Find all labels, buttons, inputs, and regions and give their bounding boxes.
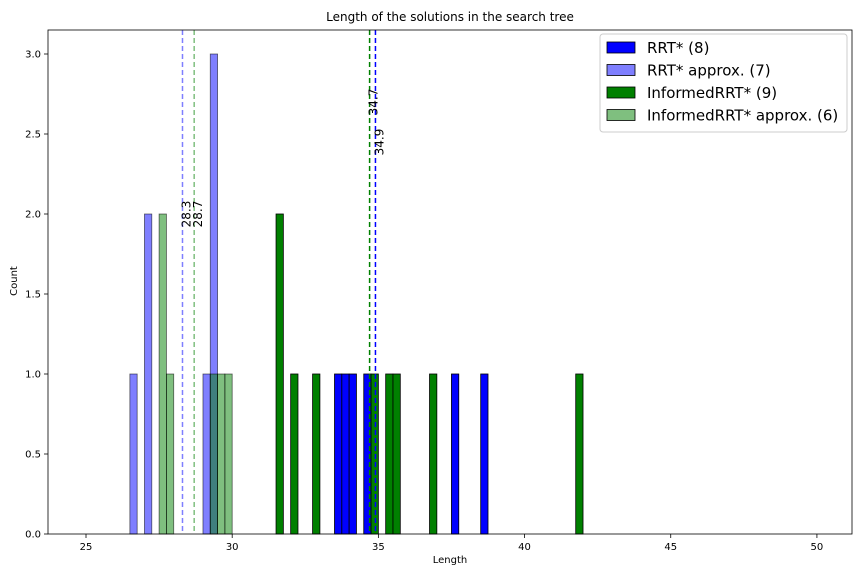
chart-title: Length of the solutions in the search tr… [326,10,574,24]
x-tick-label-3: 40 [518,542,531,553]
y-tick-label-4: 2.0 [25,210,41,221]
legend-label-0: RRT* (8) [647,39,709,57]
legend: RRT* (8) RRT* approx. (7) InformedRRT* (9)… [599,33,848,133]
bar-series-0-bin-4 [451,373,460,535]
legend-swatch-0 [606,41,636,54]
bar-series-2-bin-1 [290,373,299,535]
x-tick-label-5: 50 [811,542,824,553]
legend-swatch-2 [606,86,636,99]
bar-series-2-bin-6 [429,373,438,535]
bar-series-2-bin-2 [312,373,321,535]
bar-series-2-bin-4 [385,373,394,535]
y-tick-label-6: 3.0 [25,50,41,61]
bars-layer [129,53,584,535]
bar-series-2-bin-0 [275,213,284,535]
bar-series-0-bin-0 [334,373,343,535]
x-tick-label-2: 35 [372,542,385,553]
legend-swatch-1 [606,64,636,76]
y-axis: 0.0 0.5 1.0 1.5 2.0 2.5 3.0 [25,50,48,541]
mean-label-series-3: 28.7 [191,201,205,228]
y-tick-label-0: 0.0 [25,530,41,541]
bar-series-3-bin-1 [166,373,175,535]
bar-series-3-bin-3 [217,373,226,535]
y-tick-label-3: 1.5 [25,290,41,301]
bar-series-3-bin-4 [224,373,233,535]
mean-label-series-1: 28.3 [179,201,193,228]
legend-label-2: InformedRRT* (9) [647,84,777,102]
x-tick-label-0: 25 [80,542,93,553]
bar-series-3-bin-2 [209,373,218,535]
bar-series-2-bin-7 [575,373,584,535]
legend-box [599,33,848,133]
x-axis: 25 30 35 40 45 50 [80,534,824,553]
mean-lines-layer: 34.9 28.3 34.7 28.7 [179,30,386,534]
bar-series-0-bin-5 [480,373,489,535]
legend-swatch-3 [606,109,636,121]
bar-series-3-bin-0 [158,213,167,535]
bar-series-1-bin-2 [202,373,211,535]
y-tick-label-1: 0.5 [25,450,41,461]
legend-label-1: RRT* approx. (7) [647,62,771,80]
bar-series-2-bin-5 [392,373,401,535]
bar-series-0-bin-1 [341,373,350,535]
mean-label-series-0: 34.9 [372,129,386,156]
bar-series-0-bin-2 [348,373,357,535]
plot-frame [47,29,853,535]
x-tick-label-4: 45 [664,542,677,553]
bar-series-1-bin-0 [129,373,138,535]
y-tick-label-5: 2.5 [25,130,41,141]
legend-label-3: InformedRRT* approx. (6) [647,107,838,125]
mean-label-series-2: 34.7 [367,89,381,116]
x-tick-label-1: 30 [226,542,239,553]
x-axis-label: Length [433,555,468,566]
bar-series-1-bin-1 [144,213,153,535]
y-axis-label: Count [9,266,20,296]
y-tick-label-2: 1.0 [25,370,41,381]
